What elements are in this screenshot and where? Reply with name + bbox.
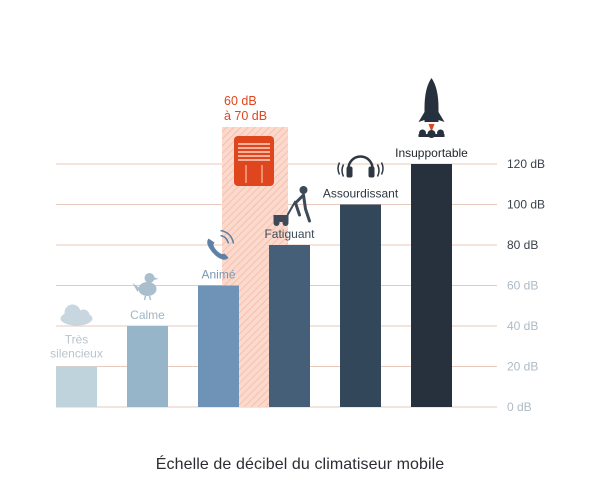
- bar-2: [127, 326, 168, 407]
- bird-icon: [132, 273, 159, 301]
- bar-3: [198, 285, 239, 407]
- category-label: Assourdissant: [323, 187, 399, 201]
- y-tick-label: 40 dB: [507, 319, 538, 333]
- bar-4: [269, 245, 310, 407]
- y-tick-label: 100 dB: [507, 198, 545, 212]
- category-label: Animé: [201, 268, 235, 282]
- category-label: Calme: [130, 308, 165, 322]
- cloud-icon: [60, 304, 93, 326]
- chart-title: Échelle de décibel du climatiseur mobile: [155, 456, 445, 473]
- headphones-icon: [337, 155, 384, 178]
- phone-icon: [207, 229, 235, 260]
- bar-6: [411, 164, 452, 407]
- highlight-label-line1: 60 dB: [224, 94, 257, 108]
- category-label: Fatiguant: [264, 227, 315, 241]
- y-tick-label: 0 dB: [507, 400, 532, 414]
- bar-1: [56, 366, 97, 407]
- category-label: Insupportable: [395, 146, 468, 160]
- y-axis-ticks: 0 dB 20 dB 40 dB 60 dB 80 dB 100 dB 120 dB: [507, 157, 545, 414]
- category-label: Très: [65, 333, 89, 347]
- y-tick-label: 80 dB: [507, 238, 538, 252]
- bars: [56, 164, 452, 407]
- air-conditioner-icon: [234, 136, 274, 186]
- category-label: silencieux: [50, 347, 103, 361]
- highlight-label-line2: à 70 dB: [224, 109, 267, 123]
- rocket-icon: [418, 78, 445, 138]
- lawnmower-icon: [273, 186, 311, 226]
- category-icons: [60, 78, 445, 326]
- y-tick-label: 60 dB: [507, 279, 538, 293]
- y-tick-label: 120 dB: [507, 157, 545, 171]
- y-tick-label: 20 dB: [507, 360, 538, 374]
- bar-5: [340, 204, 381, 407]
